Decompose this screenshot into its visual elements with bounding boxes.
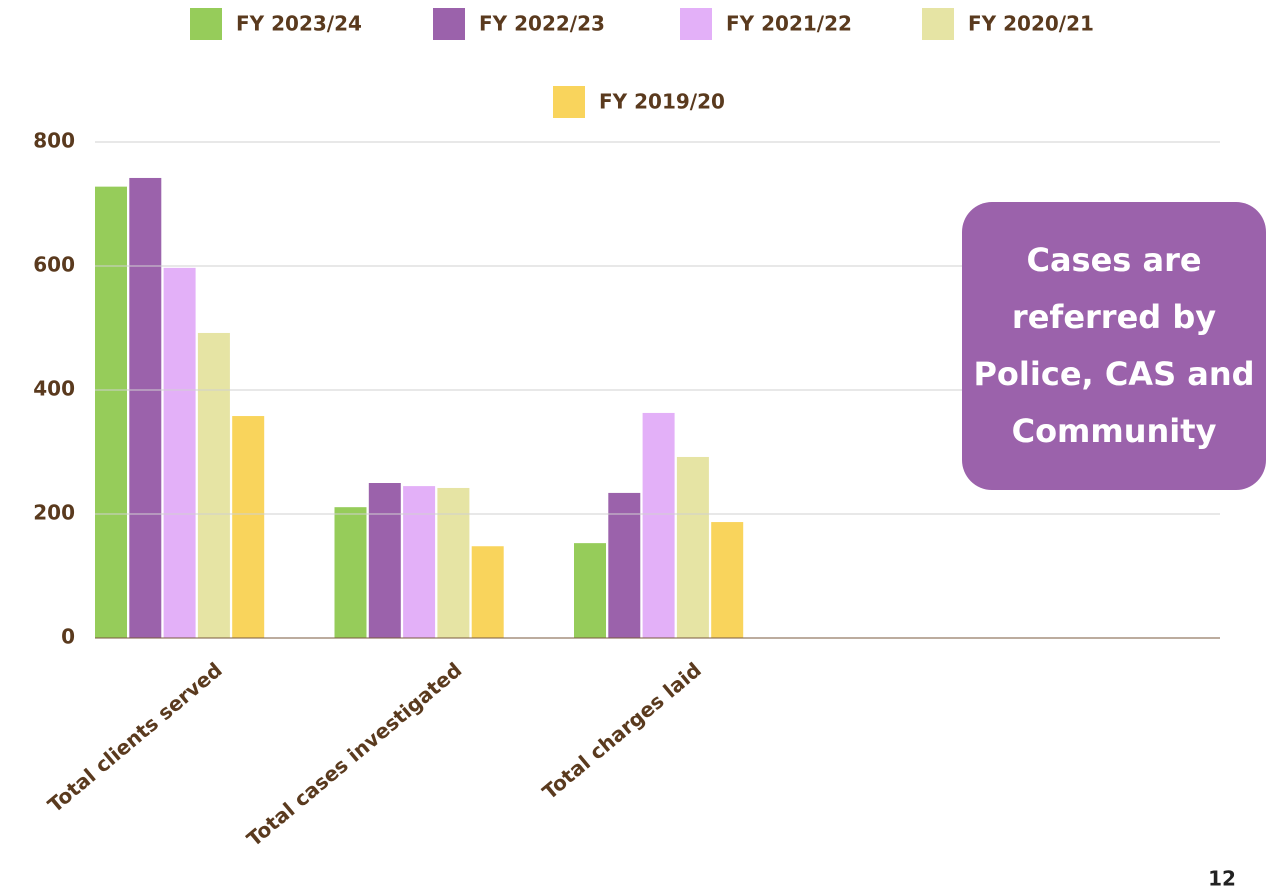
bar (95, 186, 127, 638)
bar (437, 487, 470, 638)
x-tick-label: Total cases investigated (242, 658, 466, 852)
bar (334, 507, 367, 638)
bar (574, 543, 606, 638)
x-tick-label: Total charges laid (538, 658, 706, 805)
y-tick-label: 800 (33, 129, 75, 153)
y-tick-label: 400 (33, 377, 75, 401)
y-tick-label: 600 (33, 253, 75, 277)
bar (197, 332, 230, 638)
bar (471, 546, 504, 638)
legend-swatch (553, 86, 585, 118)
bar (642, 412, 675, 638)
legend-swatch (922, 8, 954, 40)
bar (163, 267, 196, 638)
bar (368, 483, 401, 638)
y-tick-label: 0 (61, 625, 75, 649)
x-tick-label: Total clients served (43, 658, 227, 818)
y-tick-label: 200 (33, 501, 75, 525)
legend-label: FY 2023/24 (236, 12, 362, 36)
legend-swatch (190, 8, 222, 40)
annotation-holder: Cases are referred by Police, CAS and Co… (973, 241, 1255, 450)
page-number: 12 (1208, 867, 1236, 891)
annotation: Cases are referred by Police, CAS and Co… (973, 241, 1255, 450)
legend-label: FY 2022/23 (479, 12, 605, 36)
legend-swatch (680, 8, 712, 40)
legend-swatch (433, 8, 465, 40)
bar (232, 416, 265, 638)
legend-label: FY 2020/21 (968, 12, 1094, 36)
bar (608, 492, 641, 638)
bar (129, 177, 162, 638)
bar (676, 456, 709, 638)
annotation-box (962, 202, 1266, 490)
bar (403, 486, 436, 638)
bar (711, 522, 744, 638)
legend-label: FY 2019/20 (599, 90, 725, 114)
legend-label: FY 2021/22 (726, 12, 852, 36)
